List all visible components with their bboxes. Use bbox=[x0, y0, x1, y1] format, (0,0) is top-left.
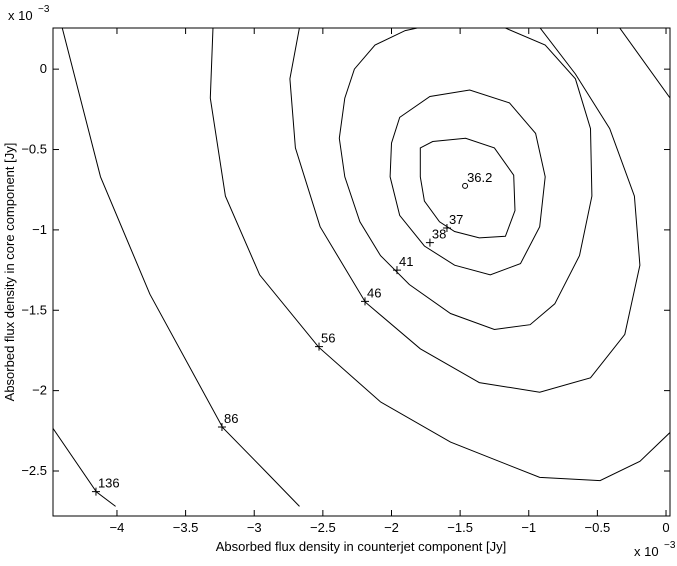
x-tick-label: −3 bbox=[247, 520, 262, 535]
contour-line bbox=[61, 28, 300, 507]
contour-line bbox=[209, 28, 670, 482]
x-tick-label: −1.5 bbox=[447, 520, 473, 535]
x-tick-label: −1 bbox=[521, 520, 536, 535]
contour-label: 38 bbox=[432, 227, 446, 242]
y-tick-label: 0 bbox=[40, 61, 47, 76]
contour-label: 37 bbox=[449, 212, 463, 227]
label-marker bbox=[392, 266, 401, 275]
contour-line bbox=[419, 137, 516, 239]
contour-line bbox=[338, 28, 593, 331]
contour-label: 46 bbox=[367, 285, 381, 300]
y-tick-label: −2 bbox=[32, 383, 47, 398]
label-marker bbox=[425, 238, 434, 247]
label-marker bbox=[361, 297, 369, 306]
y-tick-label: −0.5 bbox=[21, 142, 47, 157]
contour-line bbox=[389, 89, 546, 276]
x-tick-label: 0 bbox=[662, 520, 669, 535]
contour-label: 136 bbox=[98, 476, 120, 491]
label-marker bbox=[91, 487, 100, 496]
x-axis-label: Absorbed flux density in counterjet comp… bbox=[216, 539, 507, 554]
x-tick-label: −3.5 bbox=[173, 520, 199, 535]
plot-frame bbox=[52, 27, 671, 517]
label-marker bbox=[217, 422, 226, 431]
x-tick-label: −2.5 bbox=[310, 520, 336, 535]
x-tick-label: −0.5 bbox=[585, 520, 611, 535]
contour-line bbox=[289, 28, 641, 393]
contour-label: 86 bbox=[224, 411, 238, 426]
y-tick-label: −2.5 bbox=[21, 463, 47, 478]
contour-label: 36.2 bbox=[467, 170, 492, 185]
x-scale-exponent: −3 bbox=[664, 540, 676, 551]
y-axis-label: Absorbed flux density in core component … bbox=[2, 143, 17, 402]
y-scale-base: x 10 bbox=[8, 8, 33, 23]
y-tick-label: −1 bbox=[32, 222, 47, 237]
y-scale-exponent: −3 bbox=[38, 4, 50, 15]
label-marker bbox=[462, 182, 469, 189]
x-scale-base: x 10 bbox=[634, 544, 659, 559]
x-tick-label: −2 bbox=[384, 520, 399, 535]
x-tick-label: −4 bbox=[110, 520, 125, 535]
label-marker bbox=[442, 223, 451, 232]
contour-label: 56 bbox=[321, 331, 335, 346]
label-marker bbox=[315, 342, 324, 351]
contour-label: 41 bbox=[399, 254, 413, 269]
y-tick-label: −1.5 bbox=[21, 302, 47, 317]
